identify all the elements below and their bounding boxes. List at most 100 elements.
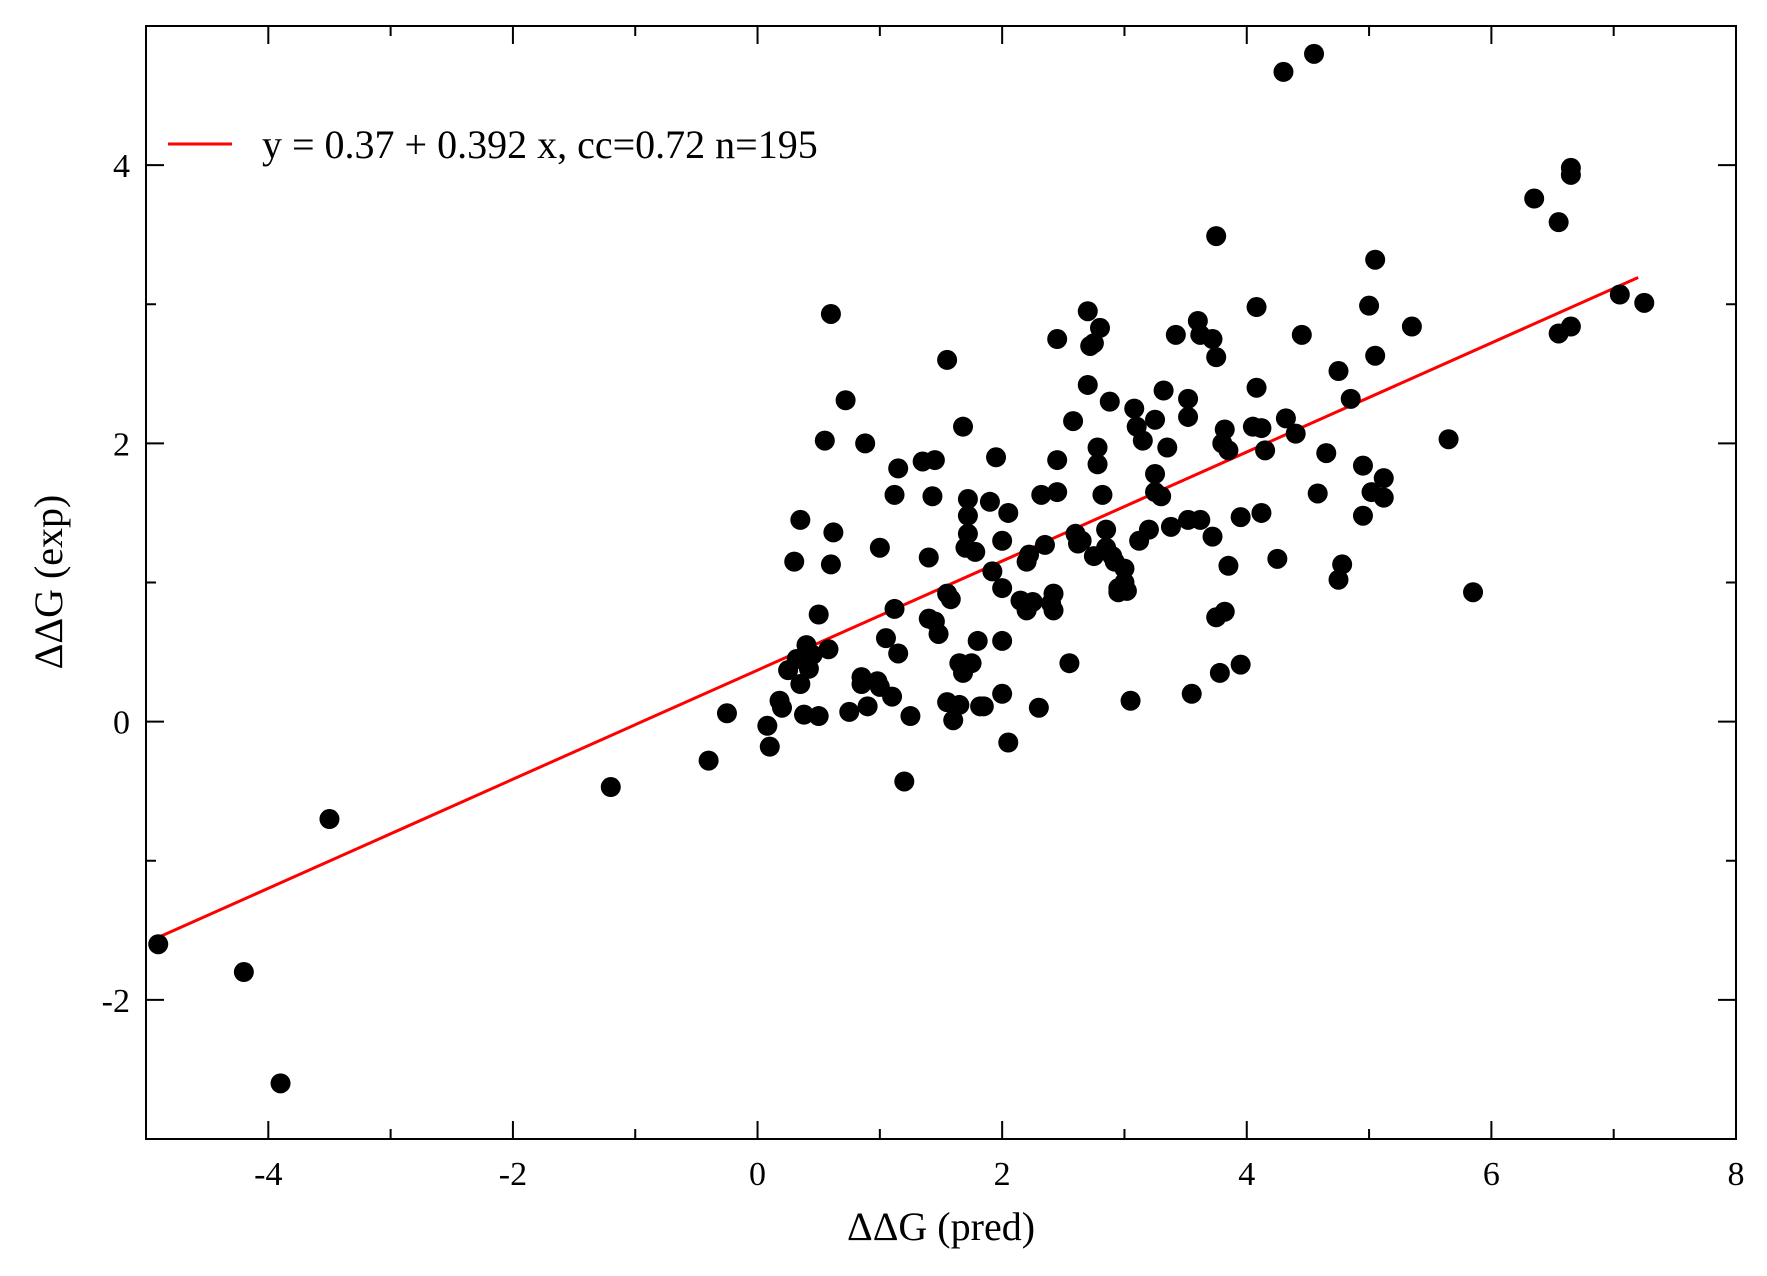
data-point — [1373, 487, 1394, 508]
axis-ticks: -4 -2 0 2 4 6 8 -2 0 2 4 — [102, 26, 1745, 1193]
data-point — [1328, 361, 1349, 382]
data-point — [1116, 580, 1137, 601]
data-point — [967, 630, 988, 651]
data-point — [1092, 484, 1113, 505]
data-point — [1401, 316, 1422, 337]
data-point — [1352, 455, 1373, 476]
data-point — [1138, 519, 1159, 540]
data-point — [794, 704, 815, 725]
data-point — [1373, 468, 1394, 489]
data-point — [1019, 544, 1040, 565]
data-point — [1063, 411, 1084, 432]
x-tick-label: 4 — [1238, 1156, 1255, 1193]
data-point — [1304, 43, 1325, 64]
data-point — [1352, 505, 1373, 526]
data-point — [1181, 683, 1202, 704]
data-point — [1096, 519, 1117, 540]
data-point — [998, 732, 1019, 753]
data-point — [1273, 61, 1294, 82]
data-point — [1463, 582, 1484, 603]
data-point — [1047, 482, 1068, 503]
data-point — [924, 450, 945, 471]
data-point — [814, 430, 835, 451]
legend-label: y = 0.37 + 0.392 x, cc=0.72 n=195 — [262, 122, 818, 167]
data-point — [1560, 164, 1581, 185]
data-point — [1214, 419, 1235, 440]
data-point — [1230, 654, 1251, 675]
x-tick-label: -4 — [254, 1156, 282, 1193]
data-point — [759, 736, 780, 757]
data-point — [1090, 317, 1110, 338]
data-point — [888, 643, 909, 664]
x-axis-label: ΔΔG (pred) — [847, 1204, 1035, 1249]
data-point — [1214, 601, 1235, 622]
data-point — [1071, 530, 1092, 551]
data-point — [808, 706, 829, 727]
y-tick-label: 0 — [113, 705, 130, 742]
data-point — [1151, 486, 1172, 507]
data-points — [148, 43, 1655, 1094]
data-point — [979, 491, 1000, 512]
data-point — [1365, 249, 1386, 270]
data-point — [772, 697, 792, 718]
data-point — [992, 530, 1013, 551]
x-tick-label: 2 — [994, 1156, 1011, 1193]
data-point — [943, 710, 964, 731]
data-point — [855, 433, 876, 454]
data-point — [1340, 388, 1361, 409]
data-point — [1634, 292, 1655, 313]
data-point — [1218, 440, 1239, 461]
data-point — [1120, 690, 1141, 711]
legend: y = 0.37 + 0.392 x, cc=0.72 n=195 — [168, 122, 818, 167]
data-point — [784, 551, 805, 572]
data-point — [802, 644, 823, 665]
data-point — [953, 416, 974, 437]
data-point — [1157, 437, 1178, 458]
data-point — [875, 628, 896, 649]
data-point — [319, 809, 340, 830]
data-point — [949, 694, 970, 715]
data-point — [1083, 333, 1104, 354]
data-point — [1077, 301, 1098, 322]
data-point — [1255, 440, 1276, 461]
data-point — [1251, 502, 1272, 523]
data-point — [918, 547, 939, 568]
data-point — [1022, 591, 1043, 612]
data-point — [1034, 534, 1055, 555]
data-point — [1307, 483, 1328, 504]
data-point — [1246, 377, 1267, 398]
data-point — [1153, 380, 1174, 401]
data-point — [1206, 226, 1227, 247]
data-point — [757, 715, 778, 736]
data-point — [992, 683, 1013, 704]
data-point — [857, 696, 878, 717]
data-point — [982, 561, 1003, 582]
data-point — [600, 777, 621, 798]
x-tick-label: 6 — [1483, 1156, 1500, 1193]
data-point — [973, 696, 994, 717]
data-point — [1160, 516, 1181, 537]
data-point — [1178, 406, 1199, 427]
data-point — [1202, 526, 1223, 547]
data-point — [790, 674, 811, 695]
data-point — [1267, 548, 1288, 569]
data-point — [1132, 430, 1153, 451]
data-point — [716, 703, 737, 724]
y-tick-label: -2 — [102, 983, 130, 1020]
data-point — [1202, 329, 1223, 350]
data-point — [1043, 583, 1064, 604]
data-point — [937, 349, 958, 370]
data-point — [1209, 662, 1230, 683]
data-point — [1077, 374, 1098, 395]
data-point — [961, 653, 982, 674]
data-point — [233, 962, 254, 983]
data-point — [1609, 284, 1630, 305]
data-point — [1124, 398, 1145, 419]
data-point — [888, 458, 909, 479]
data-point — [1206, 347, 1227, 368]
data-point — [1145, 409, 1166, 430]
data-point — [957, 489, 978, 510]
data-point — [148, 934, 169, 955]
data-point — [820, 554, 841, 575]
data-point — [1438, 429, 1459, 450]
